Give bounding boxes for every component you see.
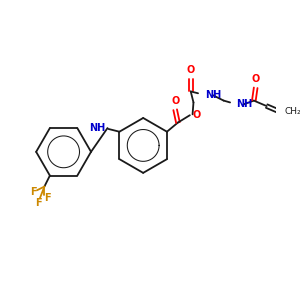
Text: O: O bbox=[187, 65, 195, 75]
Text: NH: NH bbox=[236, 99, 253, 109]
Text: NH: NH bbox=[89, 123, 106, 133]
Text: NH: NH bbox=[206, 90, 222, 100]
Text: CH₂: CH₂ bbox=[284, 107, 300, 116]
Text: F: F bbox=[35, 198, 41, 208]
Text: O: O bbox=[193, 110, 201, 120]
Text: F: F bbox=[30, 187, 37, 197]
Text: O: O bbox=[252, 74, 260, 84]
Text: O: O bbox=[171, 96, 179, 106]
Text: F: F bbox=[44, 194, 50, 203]
